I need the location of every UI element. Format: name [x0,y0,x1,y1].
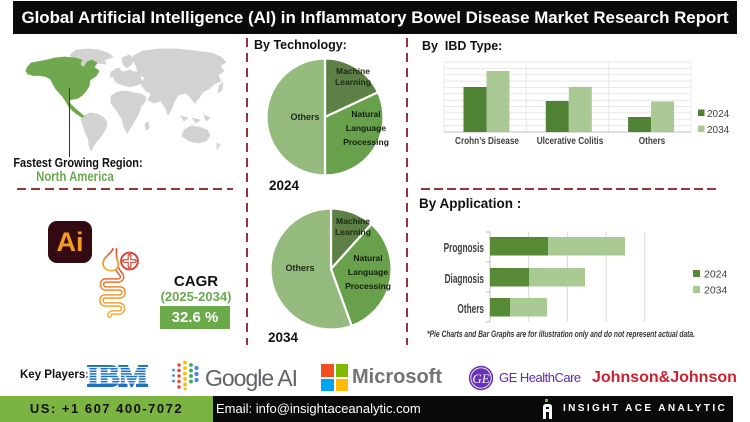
svg-text:GE: GE [472,371,489,386]
svg-text:2034: 2034 [704,285,728,297]
svg-text:2024: 2024 [707,109,730,120]
svg-text:2034: 2034 [707,125,730,136]
svg-text:2024: 2024 [704,269,728,281]
